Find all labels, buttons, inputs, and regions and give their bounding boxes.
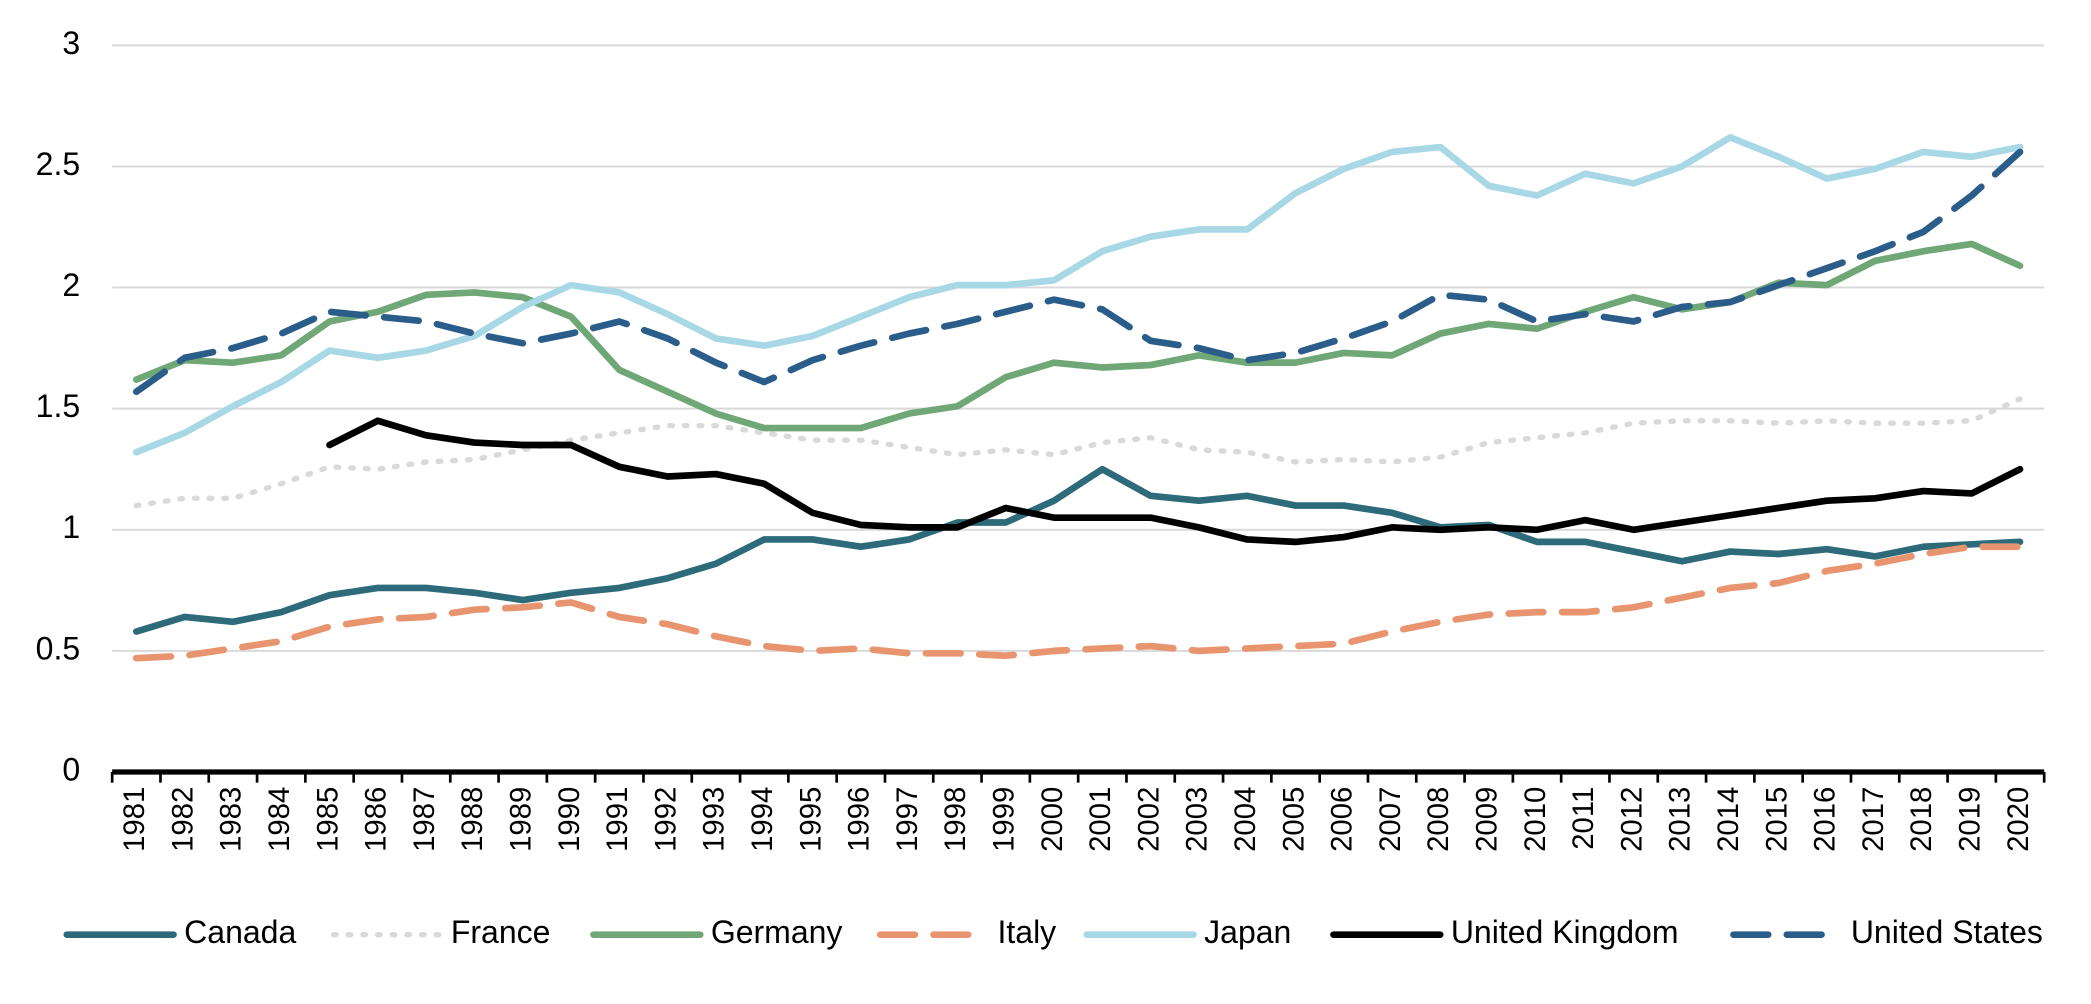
series-line	[132, 148, 2024, 396]
y-tick-label: 1.5	[36, 388, 80, 424]
x-tick-label: 2014	[1712, 787, 1745, 852]
x-tick-label: 1996	[843, 787, 876, 852]
x-tick-label: 2013	[1664, 787, 1697, 852]
x-tick-label: 1993	[698, 787, 731, 852]
x-tick-label: 2008	[1422, 787, 1455, 852]
series-line	[132, 543, 2024, 662]
y-tick-label: 0	[62, 751, 80, 787]
x-tick-label: 2012	[1615, 787, 1648, 852]
x-tick-label: 1981	[118, 787, 151, 852]
x-tick-label: 1985	[311, 787, 344, 852]
x-tick-label: 1991	[601, 787, 634, 852]
x-tick-label: 1987	[408, 787, 441, 852]
x-tick-label: 2006	[1326, 787, 1359, 852]
x-tick-label: 2011	[1567, 787, 1600, 850]
x-tick-label: 2019	[1953, 787, 1986, 852]
legend-label: Italy	[998, 914, 1057, 950]
legend-label: Germany	[711, 914, 843, 950]
x-tick-label: 1983	[215, 787, 248, 852]
x-tick-label: 2001	[1084, 787, 1117, 852]
series-line	[132, 240, 2024, 432]
legend-label: United States	[1851, 914, 2043, 950]
x-tick-label: 1990	[553, 787, 586, 852]
legend-label: United Kingdom	[1451, 914, 1679, 950]
series-line	[132, 465, 2024, 635]
x-tick-label: 2017	[1857, 787, 1890, 852]
x-tick-label: 2015	[1760, 787, 1793, 852]
y-tick-label: 3	[62, 25, 80, 61]
legend-label: France	[451, 914, 551, 950]
x-tick-label: 1988	[456, 787, 489, 852]
legend-label: Japan	[1204, 914, 1291, 950]
x-tick-label: 2016	[1809, 787, 1842, 852]
y-tick-label: 1	[62, 509, 80, 545]
legend-label: Canada	[184, 914, 296, 950]
y-tick-label: 2	[62, 267, 80, 303]
x-tick-label: 2018	[1905, 787, 1938, 852]
x-tick-label: 2010	[1519, 787, 1552, 852]
x-tick-label: 2009	[1470, 787, 1503, 852]
x-tick-label: 2002	[1132, 787, 1165, 852]
x-tick-label: 1984	[263, 787, 296, 852]
x-tick-label: 2007	[1374, 787, 1407, 852]
x-tick-label: 1992	[649, 787, 682, 852]
x-tick-label: 2004	[1229, 787, 1262, 852]
x-tick-label: 1994	[746, 787, 779, 852]
x-tick-label: 1998	[939, 787, 972, 852]
x-tick-label: 1986	[360, 787, 393, 852]
x-tick-label: 1997	[891, 787, 924, 852]
x-tick-label: 2000	[1036, 787, 1069, 852]
x-tick-label: 1995	[794, 787, 827, 852]
x-tick-label: 1982	[166, 787, 199, 852]
x-tick-label: 2005	[1277, 787, 1310, 852]
series-line	[132, 134, 2024, 456]
series-line	[133, 396, 2023, 509]
x-tick-label: 1989	[504, 787, 537, 852]
y-tick-label: 0.5	[36, 630, 80, 666]
x-tick-label: 1999	[987, 787, 1020, 852]
series-line	[326, 417, 2024, 546]
y-tick-label: 2.5	[36, 146, 80, 182]
x-tick-label: 2020	[2002, 787, 2035, 852]
x-tick-label: 2003	[1181, 787, 1214, 852]
